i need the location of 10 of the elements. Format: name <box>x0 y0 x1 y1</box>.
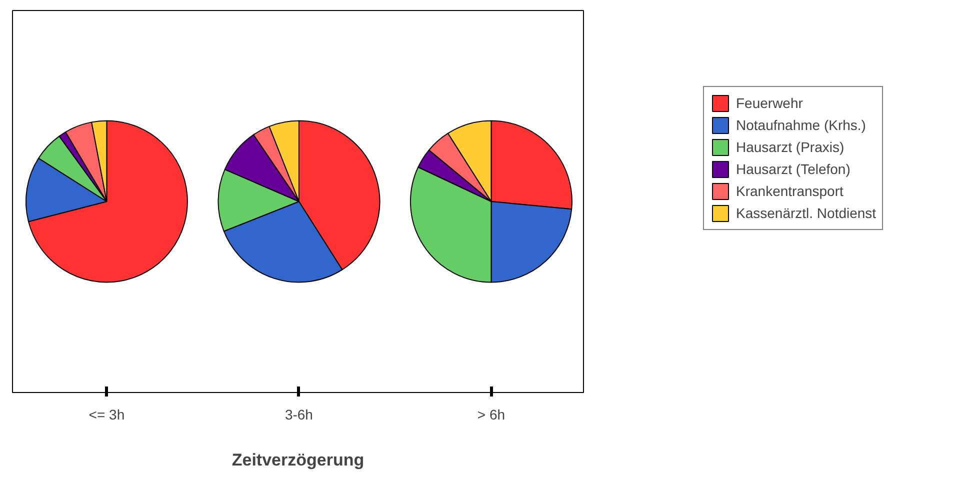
slice-label: > 6h <box>477 406 506 422</box>
legend-label: Hausarzt (Praxis) <box>736 139 844 155</box>
legend-label: Notaufnahme (Krhs.) <box>736 117 866 133</box>
text: Zeitverzögerung <box>232 450 364 470</box>
legend-label: Krankentransport <box>736 183 844 199</box>
legend-label: Kassenärztl. Notdienst <box>736 205 876 221</box>
slice-label: 3-6h <box>284 406 313 422</box>
slice-label: <= 3h <box>88 406 125 422</box>
legend-label: Feuerwehr <box>736 95 803 111</box>
legend-label: Hausarzt (Telefon) <box>736 161 850 177</box>
